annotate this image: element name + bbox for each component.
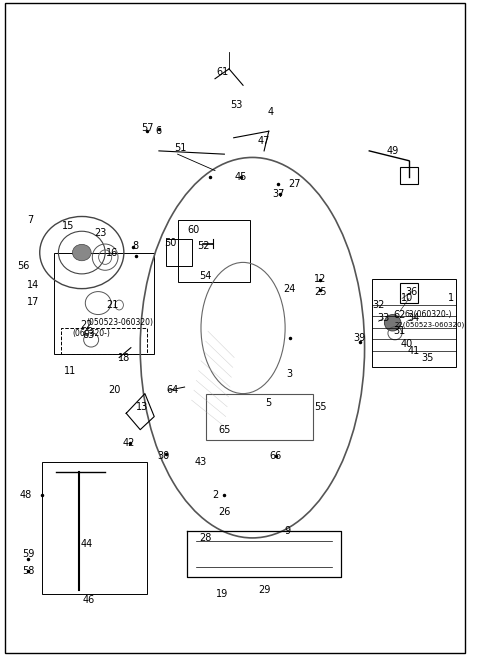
Text: 2: 2 [212,490,218,501]
Text: 8: 8 [132,241,139,251]
Text: 40: 40 [400,339,413,350]
Ellipse shape [72,245,91,260]
Text: 19: 19 [216,588,228,599]
Text: 22: 22 [80,319,93,330]
Text: 56: 56 [17,260,30,271]
Text: 28: 28 [200,533,212,543]
Text: 17: 17 [26,297,39,307]
Text: 30: 30 [157,451,170,461]
Text: 63: 63 [83,329,95,340]
Text: 4: 4 [268,106,274,117]
Text: 25: 25 [314,287,326,297]
Text: 61: 61 [216,67,228,77]
Text: 51: 51 [174,142,186,153]
Text: 29: 29 [258,585,270,596]
Text: 62: 62 [394,310,406,320]
Ellipse shape [384,315,401,331]
Text: 57: 57 [141,123,154,133]
Text: 37: 37 [272,188,284,199]
Text: 11: 11 [64,365,76,376]
Text: 24: 24 [284,283,296,294]
Text: 22(050523-060320): 22(050523-060320) [395,321,465,328]
Bar [400,283,419,303]
Text: 3: 3 [287,369,293,379]
Text: 36: 36 [405,287,418,297]
Text: 39: 39 [354,333,366,343]
Text: 55: 55 [314,401,326,412]
Text: 59: 59 [22,549,34,560]
Text: 14: 14 [26,280,39,291]
Bar [42,462,147,594]
Text: (060320-): (060320-) [72,329,110,338]
Text: 15: 15 [61,221,74,232]
Bar [178,220,250,282]
Text: 44: 44 [80,539,93,550]
Text: 64: 64 [167,385,179,396]
Text: 1: 1 [448,293,454,304]
Text: 9: 9 [284,526,290,537]
Text: 35: 35 [421,352,434,363]
Bar [166,239,192,266]
Text: 52: 52 [197,241,210,251]
Text: 49: 49 [386,146,399,156]
Text: 41: 41 [408,346,420,356]
Text: 58: 58 [22,565,34,576]
Text: 12: 12 [314,274,326,284]
Bar [61,328,147,354]
Text: 33: 33 [377,313,389,323]
Text: 27: 27 [288,178,300,189]
Text: (050523-060320): (050523-060320) [86,318,154,327]
Bar [205,394,313,440]
Text: 18: 18 [118,352,130,363]
Text: 48: 48 [20,490,32,501]
Text: 46: 46 [83,595,95,605]
Bar [372,279,456,367]
Text: 65: 65 [218,424,230,435]
Text: 10: 10 [400,293,413,304]
Bar [54,253,154,354]
Text: 62(060320-): 62(060320-) [404,310,452,319]
Text: 7: 7 [27,215,34,225]
Text: 20: 20 [108,385,120,396]
Text: 43: 43 [195,457,207,468]
Text: 45: 45 [235,172,247,182]
Text: 60: 60 [188,224,200,235]
Text: 53: 53 [230,100,242,110]
Text: 13: 13 [136,401,149,412]
Text: 5: 5 [265,398,272,409]
Text: 16: 16 [106,247,118,258]
Text: 26: 26 [218,506,230,517]
Text: 50: 50 [165,237,177,248]
Text: 32: 32 [372,300,385,310]
Text: 42: 42 [122,438,135,448]
Text: 31: 31 [394,326,406,337]
Text: 21: 21 [106,300,119,310]
Text: 23: 23 [94,228,107,238]
Text: 47: 47 [258,136,270,146]
Text: 54: 54 [200,270,212,281]
Text: 6: 6 [156,126,162,136]
Bar [400,167,419,184]
Text: 66: 66 [270,451,282,461]
Text: 34: 34 [408,313,420,323]
